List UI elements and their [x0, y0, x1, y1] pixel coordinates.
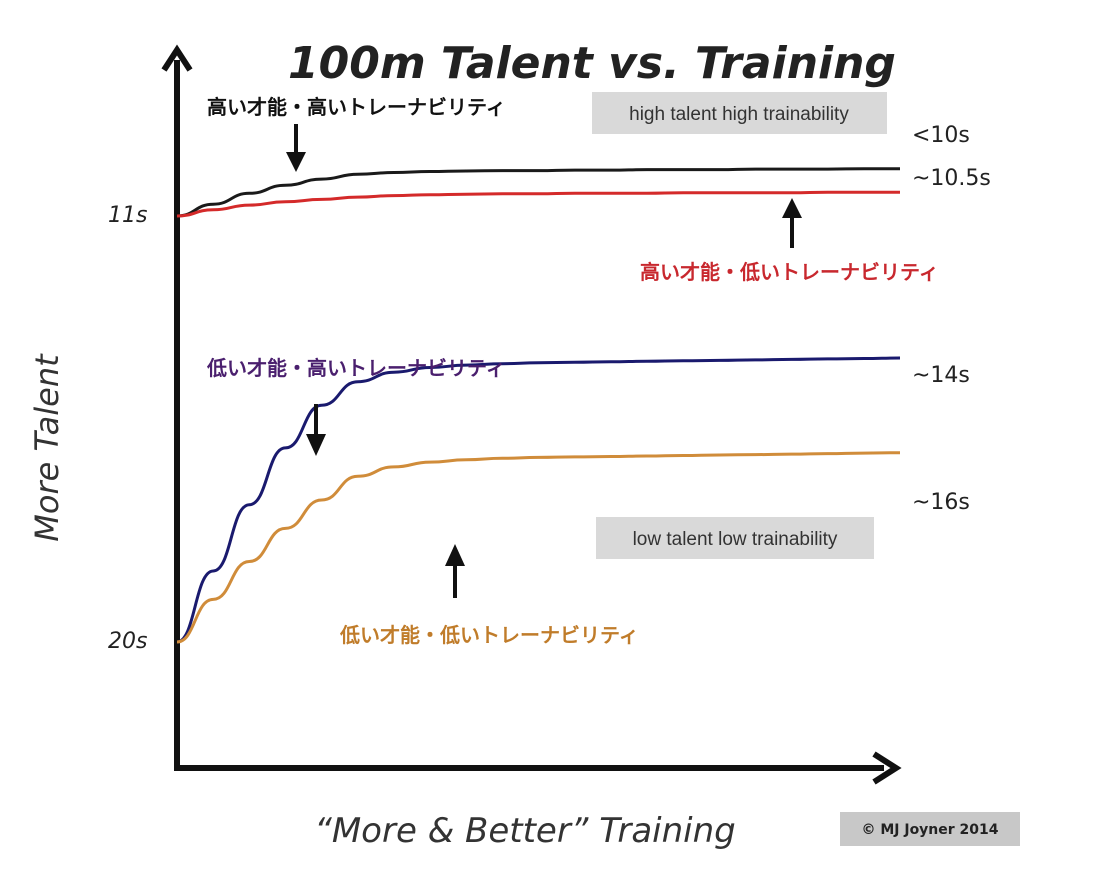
annotation-box-bg	[596, 517, 874, 559]
copyright-box: © MJ Joyner 2014	[840, 812, 1020, 846]
annotation-box-low: low talent low trainability	[596, 517, 874, 559]
series-label-high-low: 高い才能・低いトレーナビリティ	[640, 260, 939, 284]
arrow-up-icon	[782, 198, 802, 248]
arrow-down-icon	[306, 404, 326, 456]
arrow-down-icon	[286, 124, 306, 172]
annotation-box-text: high talent high trainability	[629, 104, 849, 125]
copyright-box-bg	[840, 812, 1020, 846]
series-layer	[176, 167, 901, 644]
series-line-0	[176, 167, 900, 218]
pointer-arrows	[286, 124, 802, 598]
series-line-2	[176, 356, 901, 644]
chart-title: 100m Talent vs. Training	[288, 38, 896, 89]
series-end-label: ~16s	[912, 490, 970, 515]
series-end-label: <10s	[912, 123, 970, 148]
y-axis-label: More Talent	[28, 353, 66, 542]
y-axis-arrowhead	[161, 44, 193, 72]
arrow-up-icon	[445, 544, 465, 598]
y-tick-label: 11s	[108, 203, 147, 228]
series-label-low-low: 低い才能・低いトレーナビリティ	[339, 623, 639, 647]
y-tick-label: 20s	[108, 629, 147, 654]
annotation-box-bg	[592, 92, 887, 134]
x-axis-arrowhead	[872, 751, 902, 785]
annotation-box-text: low talent low trainability	[633, 529, 838, 550]
x-axis-label: “More & Better” Training	[314, 811, 736, 851]
annotation-box-high: high talent high trainability	[592, 92, 887, 134]
series-line-3	[176, 451, 901, 644]
series-label-low-high: 低い才能・高いトレーナビリティ	[206, 356, 506, 380]
copyright-text: © MJ Joyner 2014	[861, 822, 998, 838]
axes	[161, 44, 902, 785]
series-label-high-high: 高い才能・高いトレーナビリティ	[207, 95, 506, 119]
series-line-1	[176, 190, 900, 218]
series-end-label: ~10.5s	[912, 166, 991, 191]
series-end-label: ~14s	[912, 363, 970, 388]
